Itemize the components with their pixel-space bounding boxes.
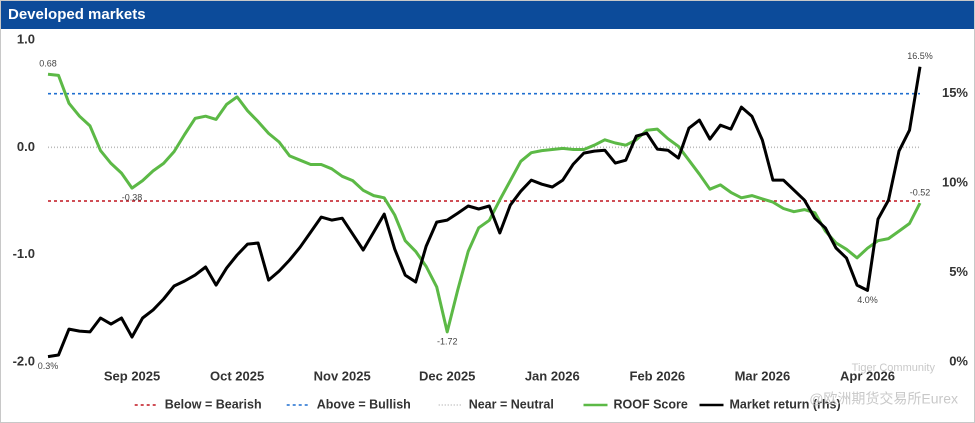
y2-tick-label: 0% <box>949 353 968 368</box>
legend-label: Above = Bullish <box>317 397 411 411</box>
data-label: 16.5% <box>907 51 933 61</box>
y2-tick-label: 10% <box>942 175 968 190</box>
legend-label: Near = Neutral <box>469 397 554 411</box>
y2-tick-label: 15% <box>942 85 968 100</box>
x-tick-label: Jan 2026 <box>525 368 580 383</box>
x-tick-label: Nov 2025 <box>314 368 371 383</box>
x-tick-label: Sep 2025 <box>104 368 160 383</box>
legend-label: Market return (rhs) <box>730 397 841 411</box>
x-tick-label: Apr 2026 <box>840 368 895 383</box>
y-tick-label: -1.0 <box>13 246 35 261</box>
series-line <box>47 66 922 359</box>
y-tick-label: -2.0 <box>13 353 35 368</box>
data-label: 0.68 <box>39 59 57 69</box>
data-label: -1.72 <box>437 336 458 346</box>
y-tick-label: 0.0 <box>17 139 35 154</box>
series-line <box>47 72 922 334</box>
data-label: -0.52 <box>910 188 931 198</box>
data-label: 4.0% <box>857 295 878 305</box>
data-label: -0.38 <box>122 192 143 202</box>
x-tick-label: Oct 2025 <box>210 368 264 383</box>
title-bar <box>1 1 974 29</box>
x-tick-label: Mar 2026 <box>735 368 791 383</box>
watermark: Tiger Community <box>852 362 936 374</box>
chart-title: Developed markets <box>8 6 146 23</box>
y-tick-label: 1.0 <box>17 31 35 46</box>
legend-label: ROOF Score <box>614 397 688 411</box>
data-label: 0.3% <box>38 361 59 371</box>
watermark: @欧洲期货交易所Eurex <box>809 391 958 407</box>
x-tick-label: Feb 2026 <box>630 368 686 383</box>
x-tick-label: Dec 2025 <box>419 368 475 383</box>
legend-label: Below = Bearish <box>165 397 262 411</box>
y2-tick-label: 5% <box>949 264 968 279</box>
